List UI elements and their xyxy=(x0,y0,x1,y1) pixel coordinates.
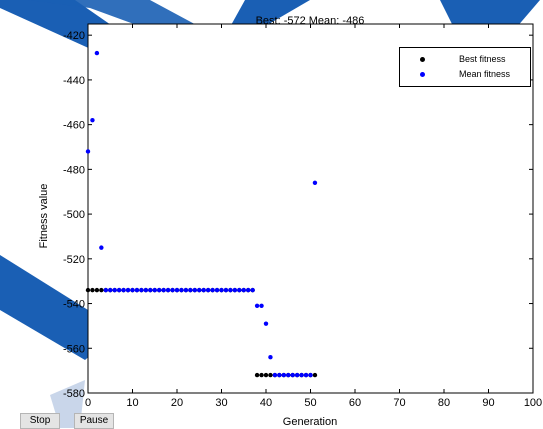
mean-fitness-point xyxy=(108,287,113,293)
mean-fitness-point xyxy=(299,372,304,378)
mean-fitness-point xyxy=(286,372,291,378)
legend-marker-mean xyxy=(420,72,425,77)
y-tick-label: -440 xyxy=(63,75,85,87)
legend-item-best: Best fitness xyxy=(400,52,530,66)
mean-fitness-point xyxy=(188,287,193,293)
mean-fitness-point xyxy=(157,287,162,293)
mean-fitness-point xyxy=(219,287,224,293)
mean-fitness-point xyxy=(94,50,100,56)
mean-fitness-point xyxy=(112,287,117,293)
mean-fitness-point xyxy=(294,372,300,378)
mean-fitness-point xyxy=(130,287,135,293)
mean-fitness-point xyxy=(201,287,206,293)
mean-fitness-point xyxy=(103,287,109,293)
y-tick-label: -540 xyxy=(63,299,85,311)
y-tick-label: -500 xyxy=(63,209,85,221)
y-tick-label: -580 xyxy=(63,388,85,400)
y-tick-label: -460 xyxy=(63,120,85,132)
mean-fitness-point xyxy=(223,287,229,293)
mean-fitness-point xyxy=(125,287,131,293)
mean-fitness-point xyxy=(228,287,233,293)
best-fitness-point xyxy=(94,287,100,293)
mean-fitness-point xyxy=(259,303,264,308)
mean-fitness-point xyxy=(197,287,202,293)
plot-title: Best: -572 Mean: -486 xyxy=(255,15,365,27)
mean-fitness-point xyxy=(174,287,180,293)
mean-fitness-point xyxy=(99,245,104,250)
legend-label-mean: Mean fitness xyxy=(459,69,511,79)
mean-fitness-point xyxy=(312,180,318,185)
mean-fitness-point xyxy=(134,287,140,293)
best-fitness-point xyxy=(259,372,264,378)
legend: Best fitness Mean fitness xyxy=(399,47,531,87)
mean-fitness-point xyxy=(152,287,157,293)
x-axis-label: Generation xyxy=(283,416,337,428)
x-tick-label: 50 xyxy=(304,397,316,409)
best-fitness-point xyxy=(254,372,260,378)
legend-marker-best xyxy=(420,57,425,62)
x-tick-label: 80 xyxy=(438,397,450,409)
mean-fitness-point xyxy=(143,287,149,293)
x-tick-label: 90 xyxy=(482,397,494,409)
x-tick-label: 40 xyxy=(260,397,272,409)
mean-fitness-point xyxy=(161,287,166,293)
x-tick-label: 30 xyxy=(215,397,227,409)
mean-fitness-point xyxy=(254,303,260,308)
mean-fitness-point xyxy=(121,287,126,293)
best-fitness-point xyxy=(312,372,318,378)
best-fitness-point xyxy=(268,372,273,378)
mean-fitness-point xyxy=(277,372,282,378)
y-tick-label: -420 xyxy=(63,30,85,42)
pause-button[interactable]: Pause xyxy=(74,413,114,429)
mean-fitness-point xyxy=(116,287,122,293)
x-tick-label: 20 xyxy=(171,397,183,409)
mean-fitness-point xyxy=(308,372,313,378)
mean-fitness-point xyxy=(183,287,189,293)
mean-fitness-point xyxy=(192,287,197,293)
mean-fitness-point xyxy=(165,287,171,293)
mean-fitness-point xyxy=(90,117,95,123)
mean-fitness-point xyxy=(303,372,309,378)
legend-label-best: Best fitness xyxy=(459,54,506,64)
mean-fitness-point xyxy=(232,287,238,293)
mean-fitness-point xyxy=(237,287,242,293)
x-tick-label: 100 xyxy=(524,397,542,409)
mean-fitness-point xyxy=(205,287,211,293)
mean-fitness-point xyxy=(170,287,175,293)
mean-fitness-point xyxy=(214,287,220,293)
best-fitness-point xyxy=(90,287,95,293)
mean-fitness-point xyxy=(281,372,286,378)
x-tick-label: 70 xyxy=(393,397,405,409)
best-fitness-point xyxy=(85,287,91,293)
best-fitness-point xyxy=(99,287,104,293)
x-tick-label: 10 xyxy=(126,397,138,409)
best-fitness-point xyxy=(263,372,269,378)
mean-fitness-point xyxy=(210,287,215,293)
mean-fitness-point xyxy=(139,287,144,293)
legend-item-mean: Mean fitness xyxy=(400,67,530,81)
y-tick-label: -480 xyxy=(63,164,85,176)
stop-button[interactable]: Stop xyxy=(20,413,60,429)
y-tick-label: -560 xyxy=(63,343,85,355)
mean-fitness-point xyxy=(246,287,251,293)
y-tick-label: -520 xyxy=(63,254,85,266)
y-axis-label: Fitness value xyxy=(38,184,50,249)
mean-fitness-point xyxy=(148,287,153,293)
mean-fitness-point xyxy=(179,287,184,293)
mean-fitness-point xyxy=(241,287,246,293)
mean-fitness-point xyxy=(290,372,295,378)
mean-fitness-point xyxy=(263,321,269,326)
mean-fitness-point xyxy=(272,372,278,378)
mean-fitness-point xyxy=(268,355,273,360)
x-tick-label: 0 xyxy=(85,397,91,409)
mean-fitness-point xyxy=(250,287,255,293)
x-tick-label: 60 xyxy=(349,397,361,409)
mean-fitness-point xyxy=(85,149,91,154)
